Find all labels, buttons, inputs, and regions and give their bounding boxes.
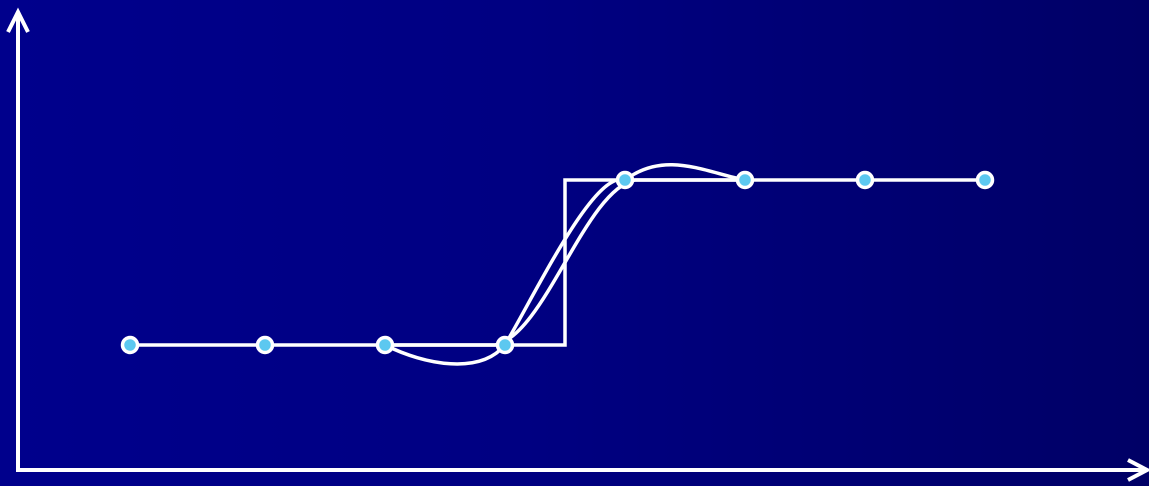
y-axis-arrowhead: [6, 7, 30, 33]
axes: [6, 7, 1149, 482]
sample-point: [855, 170, 875, 190]
sample-point: [495, 335, 515, 355]
sample-point: [375, 335, 395, 355]
sample-point: [615, 170, 635, 190]
sample-point: [975, 170, 995, 190]
sample-point: [735, 170, 755, 190]
sample-point: [120, 335, 140, 355]
step-function-line: [130, 178, 985, 347]
plot-area: [120, 163, 995, 366]
oscillating-interpolation-curve: [384, 163, 746, 366]
x-axis-arrowhead: [1127, 458, 1149, 482]
sample-point: [255, 335, 275, 355]
